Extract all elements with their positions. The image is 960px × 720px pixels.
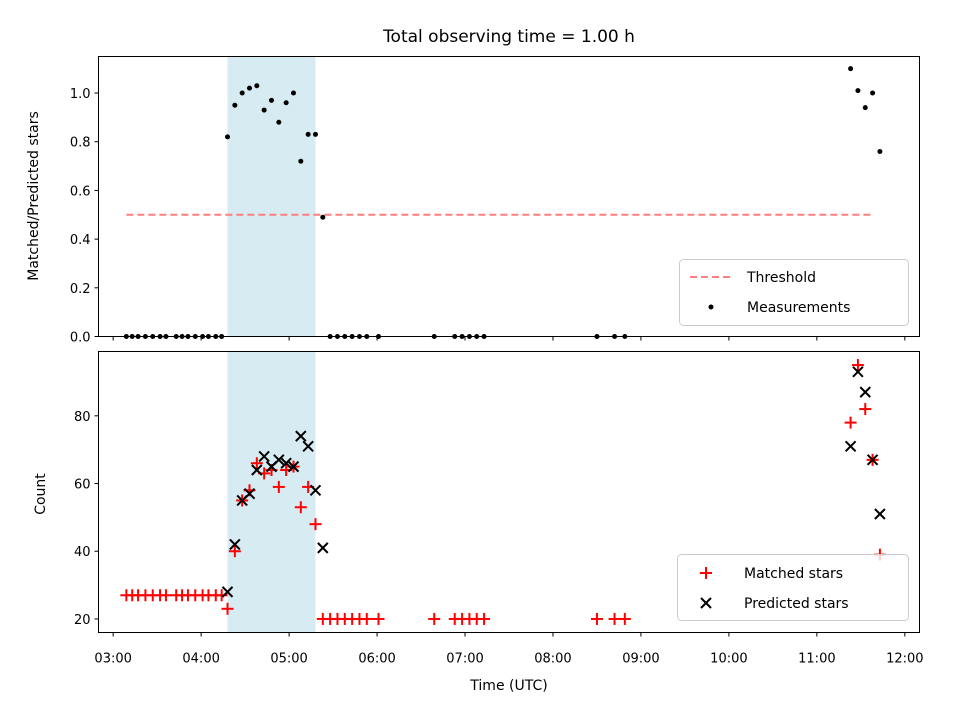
legend-predicted-swatch: [700, 597, 712, 609]
matched-star-point: [618, 612, 631, 625]
measurement-point: [298, 158, 304, 164]
x-axis-label: Time (UTC): [469, 678, 547, 694]
top-observing-window: [227, 56, 316, 337]
x-tick-label: 06:00: [358, 652, 395, 667]
legend-matched-label: Matched stars: [744, 566, 843, 582]
top-legend: Threshold Measurements: [679, 259, 909, 326]
predicted-star-point: [295, 430, 307, 442]
predicted-star-point: [229, 538, 241, 551]
predicted-star-point: [287, 460, 300, 473]
measurement-point: [290, 90, 296, 96]
top-y-tick-label: 0.2: [70, 282, 91, 297]
x-tick-label: 05:00: [270, 652, 307, 667]
matched-star-point: [228, 545, 241, 558]
measurement-point: [312, 131, 318, 137]
chart-title: Total observing time = 1.00 h: [382, 27, 635, 47]
measurement-point: [239, 90, 245, 96]
bottom-y-tick-label: 20: [74, 613, 91, 628]
matched-star-point: [309, 518, 322, 531]
matched-star-point: [844, 416, 857, 429]
top-legend-box: [679, 259, 909, 326]
bottom-observing-window: [227, 351, 316, 633]
bottom-plot-frame: [98, 351, 920, 633]
matched-star-point: [215, 589, 228, 602]
measurement-point: [225, 134, 231, 140]
measurement-point: [320, 214, 326, 220]
predicted-star-point: [866, 454, 879, 466]
measurement-point: [268, 97, 274, 103]
bottom-y-tick-label: 40: [74, 545, 91, 560]
predicted-star-point: [852, 366, 864, 378]
matched-star-point: [159, 589, 172, 602]
matched-star-point: [221, 602, 234, 615]
predicted-star-point: [309, 484, 322, 497]
top-plot-frame: [98, 56, 920, 337]
matched-star-point: [294, 501, 307, 514]
predicted-star-point: [258, 450, 270, 463]
bottom-y-tick-label: 60: [74, 478, 91, 493]
predicted-star-point: [221, 586, 234, 598]
predicted-star-point: [859, 386, 871, 398]
predicted-star-point: [243, 487, 256, 500]
top-y-axis-label: Matched/Predicted stars: [26, 111, 42, 281]
matched-star-point: [859, 403, 872, 416]
predicted-star-point: [280, 457, 292, 469]
bottom-legend: Matched stars Predicted stars: [677, 554, 909, 621]
bottom-y-tick-label: 80: [74, 410, 91, 425]
measurement-point: [283, 100, 289, 106]
legend-matched-swatch: [700, 567, 712, 579]
top-y-tick-label: 0.4: [70, 233, 91, 248]
predicted-star-point: [844, 440, 857, 453]
top-y-tick-label: 0.8: [70, 136, 91, 151]
top-y-tick-label: 0.6: [70, 184, 91, 199]
measurement-point: [862, 105, 868, 111]
predicted-star-point: [273, 454, 285, 466]
matched-star-point: [372, 612, 385, 625]
legend-measurements-swatch: [708, 304, 714, 310]
legend-predicted-label: Predicted stars: [744, 596, 849, 612]
top-y-tick-label: 1.0: [70, 87, 91, 102]
predicted-star-point: [874, 508, 886, 520]
matched-star-point: [608, 612, 621, 625]
matched-star-point: [428, 612, 441, 625]
bottom-panel: 20 40 60 80 03:00 04:00 05:00 06:00 07:00 08:00 0…: [33, 351, 924, 694]
measurement-point: [870, 90, 876, 96]
x-tick-label: 03:00: [94, 652, 131, 667]
x-tick-label: 11:00: [798, 652, 835, 667]
x-tick-label: 10:00: [710, 652, 747, 667]
measurement-point: [261, 107, 267, 113]
measurement-point: [305, 131, 311, 137]
predicted-star-point: [302, 440, 314, 453]
measurement-point: [254, 83, 260, 89]
matched-star-point: [360, 612, 373, 625]
x-tick-label: 09:00: [622, 652, 659, 667]
bottom-legend-box: [677, 554, 909, 621]
x-tick-label: 04:00: [182, 652, 219, 667]
top-panel: 0.0 0.2 0.4 0.6 0.8 1.0 Matched/Predicted sta…: [26, 56, 920, 346]
matched-star-point: [250, 457, 263, 470]
measurement-point: [877, 148, 883, 154]
legend-measurements-label: Measurements: [747, 300, 850, 316]
measurement-point: [276, 119, 282, 125]
x-tick-label: 08:00: [534, 652, 571, 667]
legend-threshold-label: Threshold: [746, 270, 816, 286]
matched-star-point: [478, 612, 491, 625]
matched-star-point: [590, 612, 603, 625]
x-tick-label: 07:00: [446, 652, 483, 667]
measurement-point: [247, 85, 253, 91]
measurement-point: [232, 102, 238, 108]
measurement-point: [855, 88, 861, 94]
matched-star-point: [272, 480, 285, 493]
predicted-star-point: [317, 542, 329, 554]
measurement-point: [848, 66, 854, 72]
bottom-y-axis-label: Count: [33, 473, 49, 515]
predicted-star-point: [251, 464, 263, 476]
matched-star-point: [851, 359, 864, 372]
x-tick-label: 12:00: [886, 652, 923, 667]
top-y-tick-label: 0.0: [70, 331, 91, 346]
